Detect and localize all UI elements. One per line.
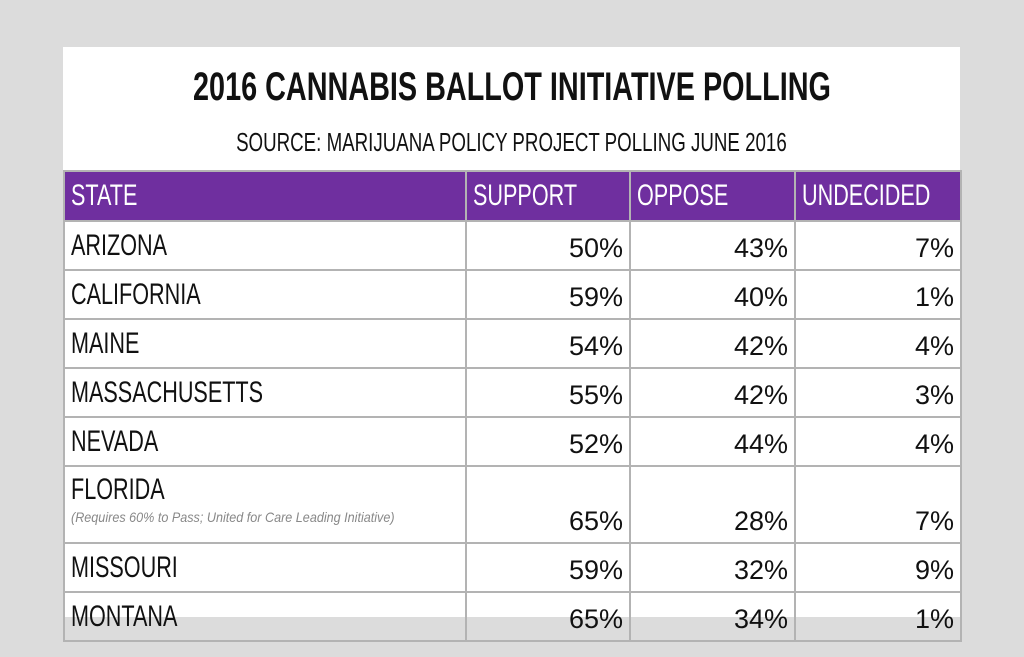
- table-row: MONTANA 65% 34% 1%: [63, 591, 962, 642]
- support-cell: 65%: [465, 465, 631, 544]
- state-note: (Requires 60% to Pass; United for Care L…: [71, 509, 395, 525]
- oppose-cell: 43%: [629, 220, 796, 271]
- column-header-support: SUPPORT: [465, 170, 631, 222]
- undecided-cell: 4%: [794, 416, 962, 467]
- state-cell: CALIFORNIA: [63, 269, 467, 320]
- state-cell: MASSACHUSETTS: [63, 367, 467, 418]
- table-row: FLORIDA (Requires 60% to Pass; United for…: [63, 465, 962, 544]
- column-header-state: STATE: [63, 170, 467, 222]
- table-row: MASSACHUSETTS 55% 42% 3%: [63, 367, 962, 418]
- support-cell: 50%: [465, 220, 631, 271]
- state-cell: MONTANA: [63, 591, 467, 642]
- support-cell: 65%: [465, 591, 631, 642]
- chart-subtitle: SOURCE: MARIJUANA POLICY PROJECT POLLING…: [236, 127, 787, 157]
- header-row: STATE SUPPORT OPPOSE UNDECIDED: [63, 170, 962, 222]
- state-cell: MAINE: [63, 318, 467, 369]
- oppose-cell: 40%: [629, 269, 796, 320]
- state-cell: MISSOURI: [63, 542, 467, 593]
- support-cell: 59%: [465, 542, 631, 593]
- state-cell: ARIZONA: [63, 220, 467, 271]
- oppose-cell: 28%: [629, 465, 796, 544]
- column-header-oppose: OPPOSE: [629, 170, 796, 222]
- support-cell: 59%: [465, 269, 631, 320]
- oppose-cell: 42%: [629, 318, 796, 369]
- undecided-cell: 4%: [794, 318, 962, 369]
- undecided-cell: 3%: [794, 367, 962, 418]
- table-row: MISSOURI 59% 32% 9%: [63, 542, 962, 593]
- undecided-cell: 1%: [794, 269, 962, 320]
- state-cell: NEVADA: [63, 416, 467, 467]
- chart-title: 2016 CANNABIS BALLOT INITIATIVE POLLING: [192, 65, 831, 109]
- undecided-cell: 1%: [794, 591, 962, 642]
- table-row: NEVADA 52% 44% 4%: [63, 416, 962, 467]
- table-row: MAINE 54% 42% 4%: [63, 318, 962, 369]
- oppose-cell: 44%: [629, 416, 796, 467]
- polling-table: STATE SUPPORT OPPOSE UNDECIDED ARIZONA 50…: [63, 170, 962, 642]
- infographic-card: 2016 CANNABIS BALLOT INITIATIVE POLLING …: [63, 47, 962, 642]
- support-cell: 52%: [465, 416, 631, 467]
- undecided-cell: 7%: [794, 465, 962, 544]
- undecided-cell: 7%: [794, 220, 962, 271]
- support-cell: 55%: [465, 367, 631, 418]
- column-header-undecided: UNDECIDED: [794, 170, 962, 222]
- undecided-cell: 9%: [794, 542, 962, 593]
- oppose-cell: 42%: [629, 367, 796, 418]
- state-cell: FLORIDA (Requires 60% to Pass; United for…: [63, 465, 467, 544]
- support-cell: 54%: [465, 318, 631, 369]
- table-row: ARIZONA 50% 43% 7%: [63, 220, 962, 271]
- oppose-cell: 32%: [629, 542, 796, 593]
- oppose-cell: 34%: [629, 591, 796, 642]
- table-row: CALIFORNIA 59% 40% 1%: [63, 269, 962, 320]
